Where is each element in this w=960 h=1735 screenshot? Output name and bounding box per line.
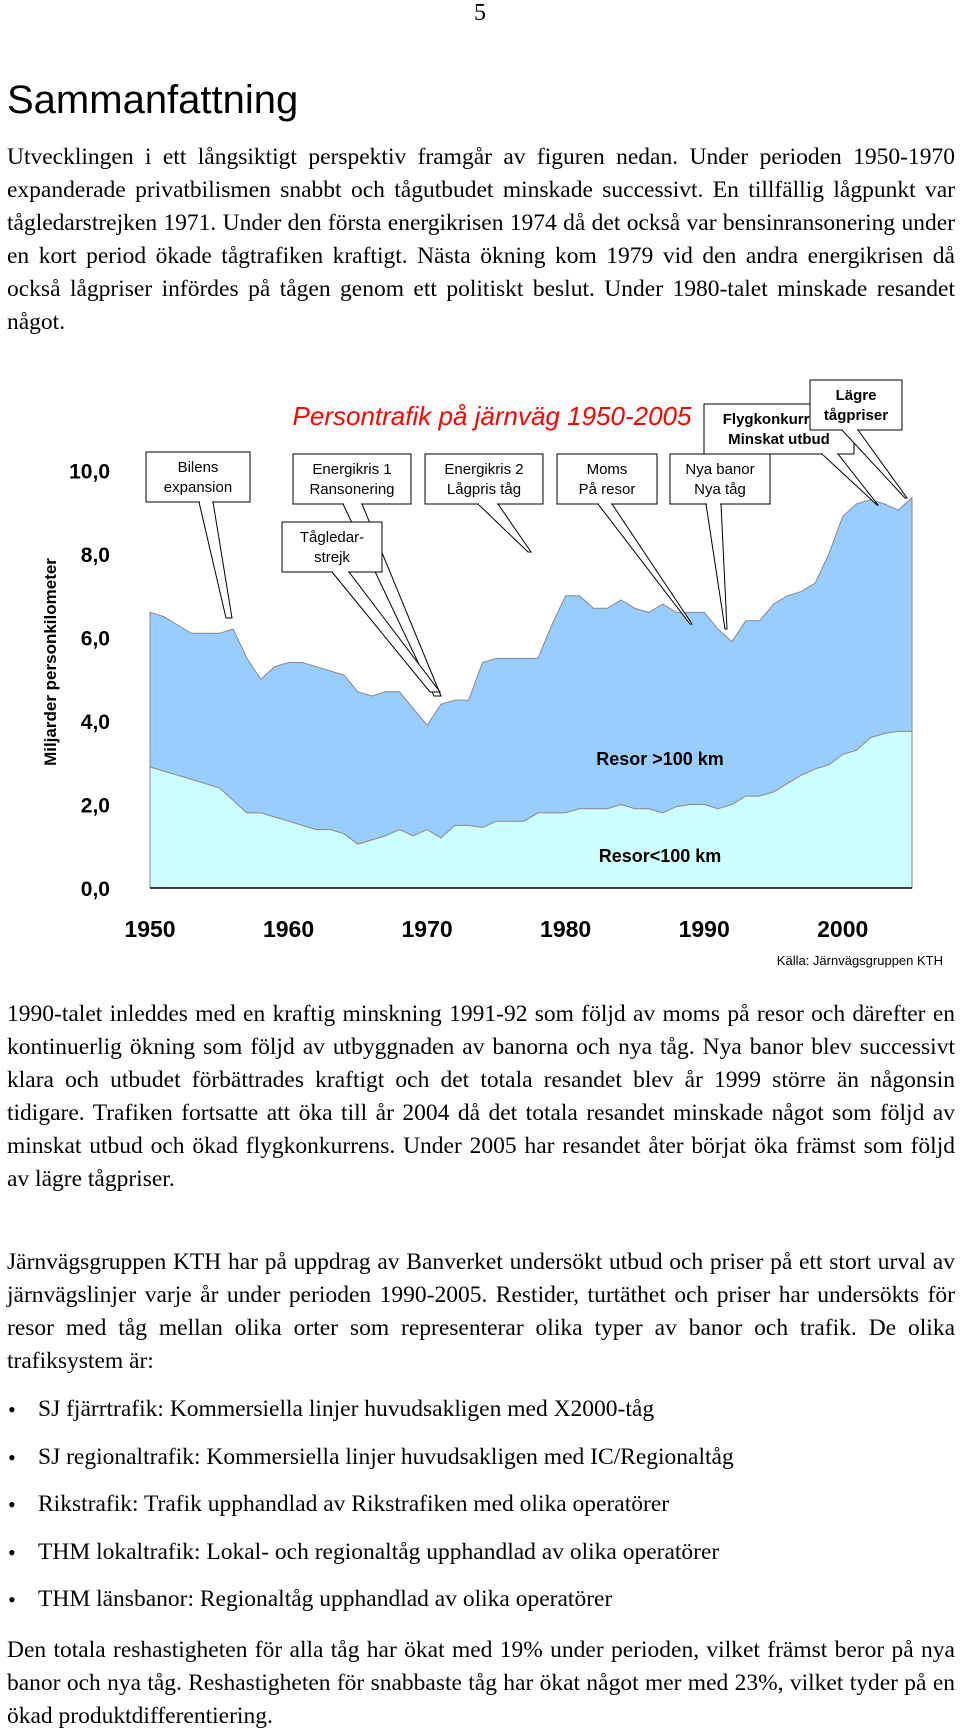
area-label-short: Resor<100 km xyxy=(599,846,722,866)
callout-box xyxy=(556,453,658,505)
y-tick-label: 4,0 xyxy=(81,711,110,734)
list-item: SJ fjärrtrafik: Kommersiella linjer huvu… xyxy=(0,1393,734,1441)
x-tick-label: 1970 xyxy=(402,916,453,942)
callout-text: Nya banor xyxy=(685,461,754,478)
callout-text: Nya tåg xyxy=(694,481,746,498)
callout-text: tågpriser xyxy=(824,407,888,424)
y-tick-label: 6,0 xyxy=(81,628,110,651)
chart-areas xyxy=(149,496,913,889)
traffic-systems-list: SJ fjärrtrafik: Kommersiella linjer huvu… xyxy=(0,1393,734,1631)
annotation-callout: Bilens expansion xyxy=(145,451,251,619)
y-tick-label: 8,0 xyxy=(81,544,110,567)
callout-text: expansion xyxy=(164,479,232,496)
callout-text: Energikris 2 xyxy=(444,461,523,478)
annotation-callout: Moms På resor xyxy=(556,453,693,625)
callout-box xyxy=(424,453,544,505)
callout-pointer xyxy=(476,503,532,553)
callout-text: Minskat utbud xyxy=(728,431,830,448)
area-label-long: Resor >100 km xyxy=(596,749,724,769)
callout-text: Energikris 1 xyxy=(312,461,391,478)
y-tick-label: 10,0 xyxy=(69,461,110,484)
annotation-callout: Lägre tågpriser xyxy=(809,379,908,499)
series-area-long-trips xyxy=(149,496,913,889)
x-tick-label: 1990 xyxy=(679,916,730,942)
callout-text: Tågledar- xyxy=(300,529,364,546)
paragraph-1990s: 1990-talet inleddes med en kraftig minsk… xyxy=(7,1001,955,1192)
y-axis-label: Miljarder personkilometer xyxy=(41,558,60,766)
callout-pointer xyxy=(820,453,880,506)
callout-pointer xyxy=(840,429,908,499)
page-number: 5 xyxy=(474,0,486,26)
y-tick-label: 0,0 xyxy=(81,878,110,901)
annotation-callout: Energikris 1 Ransonering xyxy=(292,453,442,697)
callout-text: Lägre xyxy=(836,387,877,404)
list-item: THM länsbanor: Regionaltåg upphandlad av… xyxy=(0,1583,734,1631)
annotation-callout: Nya banor Nya tåg xyxy=(669,453,771,630)
x-tick-label: 1980 xyxy=(540,916,591,942)
series-area-short-trips xyxy=(149,730,913,889)
chart-title: Persontrafik på järnväg 1950-2005 xyxy=(293,401,692,431)
page-heading: Sammanfattning xyxy=(7,78,299,122)
callout-text: Moms xyxy=(587,461,628,478)
callout-pointer xyxy=(198,501,233,619)
callout-text: På resor xyxy=(579,481,636,498)
x-tick-labels: 1950 1960 1970 1980 1990 2000 xyxy=(124,916,868,942)
x-tick-label: 1950 xyxy=(124,916,175,942)
callout-pointer xyxy=(705,503,728,630)
callout-box xyxy=(145,451,251,503)
callout-text: Lågpris tåg xyxy=(447,481,521,498)
callout-text: Flygkonkurrens xyxy=(723,411,836,428)
list-item: SJ regionaltrafik: Kommersiella linjer h… xyxy=(0,1441,734,1489)
y-tick-labels: 0,0 2,0 4,0 6,0 8,0 10,0 xyxy=(69,461,110,902)
annotation-callout: Tågledar-strejk xyxy=(281,521,442,693)
callout-text: Bilens xyxy=(178,459,219,476)
rail-passenger-chart: 0,0 2,0 4,0 6,0 8,0 10,0 1950 1960 1970 1980 1990… xyxy=(41,379,943,968)
list-item: Rikstrafik: Trafik upphandlad av Rikstra… xyxy=(0,1488,734,1536)
callout-box xyxy=(809,379,903,431)
annotation-callout: Energikris 2 Lågpris tåg xyxy=(424,453,544,553)
chart-annotations: Bilens expansion Energikris 1 Ransonering Tå… xyxy=(145,379,908,697)
paragraph-study: Järnvägsgruppen KTH har på uppdrag av Ba… xyxy=(7,1249,955,1374)
callout-box xyxy=(281,521,383,573)
paragraph-intro: Utvecklingen i ett långsiktigt perspekti… xyxy=(7,144,955,335)
x-tick-label: 2000 xyxy=(817,916,868,942)
x-tick-label: 1960 xyxy=(263,916,314,942)
paragraph-speed: Den totala reshastigheten för alla tåg h… xyxy=(7,1637,955,1729)
callout-text: strejk xyxy=(314,549,350,566)
y-tick-label: 2,0 xyxy=(81,795,110,818)
list-item: THM lokaltrafik: Lokal- och regionaltåg … xyxy=(0,1536,734,1584)
callout-text: Ransonering xyxy=(309,481,394,498)
chart-source: Källa: Järnvägsgruppen KTH xyxy=(777,953,943,968)
